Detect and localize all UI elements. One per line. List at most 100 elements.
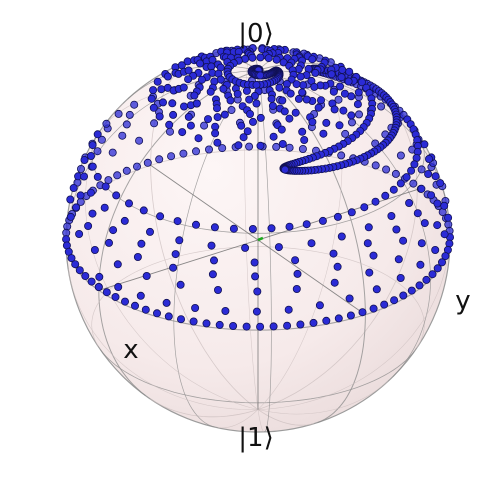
trajectory-point-718 xyxy=(209,256,218,265)
trajectory-point-327 xyxy=(279,58,288,67)
trajectory-point-559 xyxy=(245,95,254,104)
trajectory-point-588 xyxy=(136,291,145,300)
trajectory-point-255 xyxy=(441,252,450,261)
trajectory-point-466 xyxy=(90,245,99,254)
trajectory-point-628 xyxy=(176,315,185,324)
trajectory-point-500 xyxy=(405,198,414,207)
trajectory-point-308 xyxy=(433,264,442,273)
trajectory-point-42 xyxy=(113,171,122,180)
trajectory-point-157 xyxy=(102,119,111,128)
trajectory-point-425 xyxy=(415,281,424,290)
trajectory-point-597 xyxy=(319,129,328,138)
trajectory-point-315 xyxy=(88,162,97,171)
trajectory-point-260 xyxy=(153,77,162,86)
trajectory-point-540 xyxy=(121,297,130,306)
trajectory-point-567 xyxy=(322,118,331,127)
trajectory-point-610 xyxy=(194,134,203,143)
trajectory-point-364 xyxy=(87,277,96,286)
trajectory-point-622 xyxy=(277,125,286,134)
trajectory-point-683 xyxy=(173,217,182,226)
trajectory-point-69 xyxy=(122,120,131,129)
trajectory-point-723 xyxy=(285,222,294,231)
trajectory-point-6 xyxy=(298,144,307,153)
trajectory-point-626 xyxy=(360,203,369,212)
trajectory-point-496 xyxy=(100,203,109,212)
x-axis-label: x xyxy=(123,335,138,365)
trajectory-point-602 xyxy=(256,113,265,122)
trajectory-point-560 xyxy=(335,121,344,130)
trajectory-point-301 xyxy=(76,191,85,200)
trajectory-point-725 xyxy=(250,258,259,267)
trajectory-point-266 xyxy=(440,230,449,239)
trajectory-point-515 xyxy=(316,96,325,105)
trajectory-point-608 xyxy=(248,117,257,126)
trajectory-point-713 xyxy=(208,270,217,279)
trajectory-point-187 xyxy=(93,130,102,139)
trajectory-point-617 xyxy=(365,268,374,277)
trajectory-point-728 xyxy=(241,243,250,252)
trajectory-point-565 xyxy=(212,104,221,113)
trajectory-point-361 xyxy=(93,172,102,181)
trajectory-point-289 xyxy=(71,260,80,269)
trajectory-point-637 xyxy=(322,316,331,325)
trajectory-point-211 xyxy=(444,213,453,222)
trajectory-point-1 xyxy=(245,142,254,151)
trajectory-point-561 xyxy=(130,301,139,310)
trajectory-point-569 xyxy=(268,102,277,111)
trajectory-point-23 xyxy=(143,158,152,167)
trajectory-point-243 xyxy=(440,201,449,210)
trajectory-point-304 xyxy=(424,169,433,178)
trajectory-point-224 xyxy=(177,61,186,70)
trajectory-point-535 xyxy=(114,282,123,291)
trajectory-point-342 xyxy=(147,94,156,103)
trajectory-point-355 xyxy=(86,188,95,197)
trajectory-point-358 xyxy=(422,275,431,284)
trajectory-point-707 xyxy=(280,165,289,174)
trajectory-point-33 xyxy=(122,166,131,175)
trajectory-point-50 xyxy=(354,110,363,119)
trajectory-point-273 xyxy=(195,59,204,68)
trajectory-point-552 xyxy=(226,96,235,105)
trajectory-point-55 xyxy=(409,179,418,188)
trajectory-point-330 xyxy=(427,191,436,200)
trajectory-point-252 xyxy=(66,212,75,221)
trajectory-point-2 xyxy=(272,142,281,151)
trajectory-point-458 xyxy=(256,71,265,80)
trajectory-point-678 xyxy=(337,232,346,241)
trajectory-point-538 xyxy=(294,94,303,103)
trajectory-point-14 xyxy=(337,151,346,160)
trajectory-point-714 xyxy=(307,239,316,248)
trajectory-point-312 xyxy=(327,70,336,79)
trajectory-point-717 xyxy=(302,220,311,229)
trajectory-point-557 xyxy=(278,96,287,105)
trajectory-point-136 xyxy=(114,109,123,118)
longitude-ring-2-back xyxy=(244,47,265,432)
trajectory-point-690 xyxy=(175,236,184,245)
trajectory-point-581 xyxy=(141,305,150,314)
trajectory-point-248 xyxy=(357,78,366,87)
trajectory-point-426 xyxy=(420,219,429,228)
trajectory-point-580 xyxy=(186,121,195,130)
trajectory-point-473 xyxy=(101,182,110,191)
trajectory-point-722 xyxy=(251,272,260,281)
trajectory-point-618 xyxy=(237,121,246,130)
trajectory-point-462 xyxy=(417,239,426,248)
trajectory-point-335 xyxy=(428,270,437,279)
trajectory-point-724 xyxy=(229,224,238,233)
trajectory-point-472 xyxy=(407,286,416,295)
trajectory-point-122 xyxy=(97,135,106,144)
trajectory-point-612 xyxy=(142,271,151,280)
trajectory-point-584 xyxy=(203,115,212,124)
trajectory-point-22 xyxy=(227,106,236,115)
trajectory-point-307 xyxy=(264,54,273,63)
trajectory-point-62 xyxy=(108,148,117,157)
trajectory-point-19 xyxy=(155,155,164,164)
trajectory-point-720 xyxy=(210,223,219,232)
trajectory-point-613 xyxy=(298,127,307,136)
trajectory-point-570 xyxy=(381,191,390,200)
trajectory-point-665 xyxy=(176,280,185,289)
trajectory-point-264 xyxy=(87,151,96,160)
trajectory-point-215 xyxy=(80,155,89,164)
trajectory-point-455 xyxy=(216,75,225,84)
trajectory-point-657 xyxy=(215,320,224,329)
